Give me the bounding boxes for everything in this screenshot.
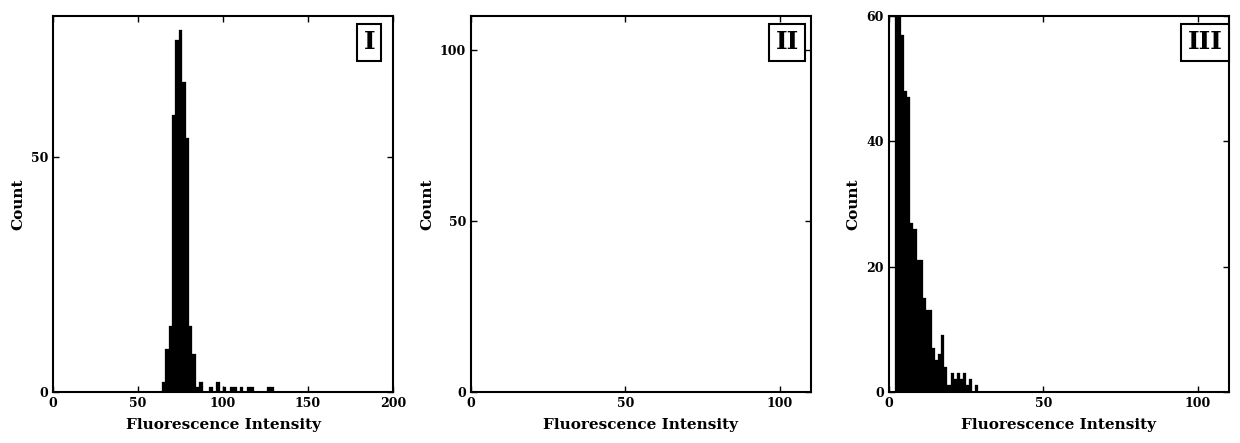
- Bar: [172, 115, 175, 392]
- Bar: [223, 387, 227, 392]
- Bar: [165, 350, 169, 392]
- Bar: [932, 348, 935, 392]
- Y-axis label: Count: Count: [847, 178, 861, 229]
- Bar: [250, 387, 254, 392]
- Bar: [960, 379, 963, 392]
- Bar: [169, 326, 172, 392]
- Bar: [954, 379, 957, 392]
- Bar: [920, 260, 923, 392]
- X-axis label: Fluorescence Intensity: Fluorescence Intensity: [543, 418, 738, 432]
- Bar: [935, 361, 939, 392]
- Y-axis label: Count: Count: [11, 178, 25, 229]
- Bar: [966, 385, 970, 392]
- Bar: [210, 387, 213, 392]
- Bar: [175, 39, 179, 392]
- Bar: [923, 298, 926, 392]
- Bar: [233, 387, 237, 392]
- Bar: [161, 382, 165, 392]
- Bar: [963, 373, 966, 392]
- Bar: [270, 387, 274, 392]
- Bar: [200, 382, 202, 392]
- Bar: [951, 373, 954, 392]
- Bar: [182, 82, 186, 392]
- Bar: [247, 387, 250, 392]
- Bar: [926, 310, 929, 392]
- Bar: [910, 223, 914, 392]
- Bar: [188, 326, 192, 392]
- Bar: [241, 387, 243, 392]
- Text: I: I: [363, 31, 376, 54]
- Text: II: II: [775, 31, 799, 54]
- Bar: [268, 387, 270, 392]
- Bar: [179, 30, 182, 392]
- Bar: [898, 0, 901, 392]
- Bar: [941, 335, 945, 392]
- Bar: [916, 260, 920, 392]
- Bar: [192, 354, 196, 392]
- Bar: [196, 387, 200, 392]
- Bar: [908, 97, 910, 392]
- Bar: [904, 91, 908, 392]
- Bar: [939, 354, 941, 392]
- Bar: [970, 379, 972, 392]
- X-axis label: Fluorescence Intensity: Fluorescence Intensity: [125, 418, 320, 432]
- Bar: [186, 138, 188, 392]
- Bar: [895, 0, 898, 392]
- X-axis label: Fluorescence Intensity: Fluorescence Intensity: [961, 418, 1156, 432]
- Bar: [957, 373, 960, 392]
- Bar: [229, 387, 233, 392]
- Bar: [947, 385, 951, 392]
- Bar: [914, 229, 916, 392]
- Bar: [945, 367, 947, 392]
- Bar: [976, 385, 978, 392]
- Y-axis label: Count: Count: [420, 178, 434, 229]
- Text: III: III: [1188, 31, 1223, 54]
- Bar: [216, 382, 219, 392]
- Bar: [929, 310, 932, 392]
- Bar: [901, 35, 904, 392]
